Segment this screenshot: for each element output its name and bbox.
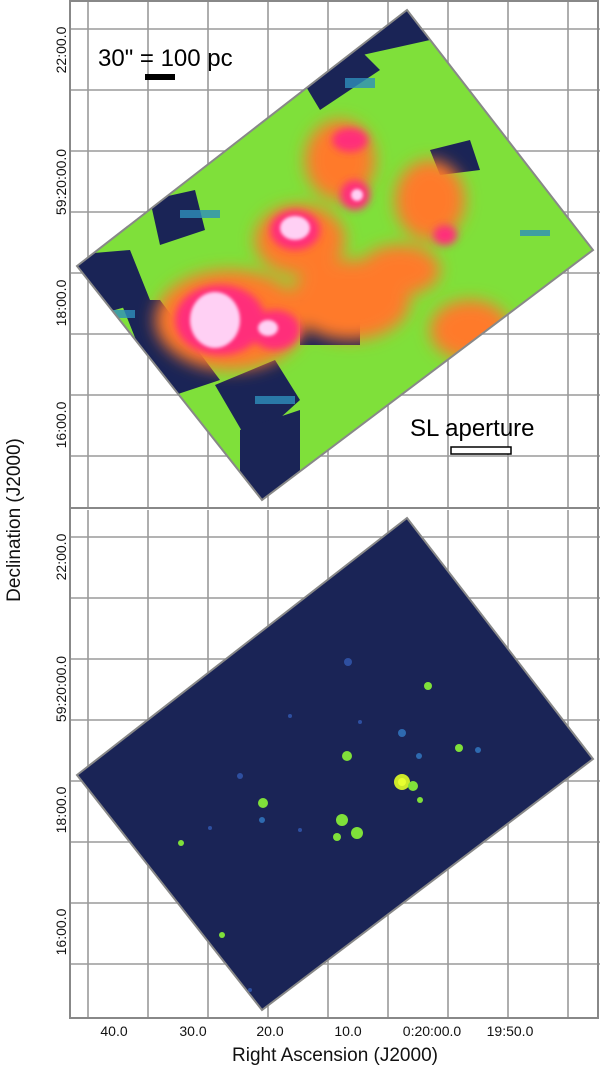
xtick-6: 19:50.0 bbox=[487, 1023, 534, 1039]
aperture-label: SL aperture bbox=[410, 415, 535, 442]
top-peak-knots bbox=[190, 189, 363, 348]
aperture-box bbox=[450, 446, 512, 455]
bottom-panel: 22:00.0 59:20:00.0 18:00.0 16:00.0 bbox=[53, 510, 600, 1018]
top-footprint-outline bbox=[75, 8, 595, 502]
xtick-2: 30.0 bbox=[179, 1023, 206, 1039]
bottom-ytick-1: 22:00.0 bbox=[53, 533, 69, 580]
bottom-ytick-2: 59:20:00.0 bbox=[53, 656, 69, 722]
bottom-emission-map bbox=[77, 518, 593, 1010]
top-panel: 30" = 100 pc SL aperture 22:00.0 59:20:0… bbox=[0, 0, 600, 508]
y-axis-title: Declination (J2000) bbox=[4, 438, 25, 602]
top-ytick-2: 59:20:00.0 bbox=[53, 149, 69, 215]
top-ytick-1: 22:00.0 bbox=[53, 26, 69, 73]
xtick-1: 40.0 bbox=[100, 1023, 127, 1039]
scale-bar bbox=[145, 74, 175, 80]
top-ytick-3: 18:00.0 bbox=[53, 279, 69, 326]
x-tick-labels: 40.0 30.0 20.0 10.0 0:20:00.0 19:50.0 bbox=[100, 1023, 533, 1039]
top-ytick-4: 16:00.0 bbox=[53, 401, 69, 448]
bottom-point-sources bbox=[178, 658, 481, 992]
bottom-ytick-3: 18:00.0 bbox=[53, 786, 69, 833]
xtick-5: 0:20:00.0 bbox=[403, 1023, 462, 1039]
bottom-footprint-outline bbox=[75, 516, 595, 1012]
xtick-3: 20.0 bbox=[256, 1023, 283, 1039]
xtick-4: 10.0 bbox=[334, 1023, 361, 1039]
scale-bar-label: 30" = 100 pc bbox=[98, 45, 233, 72]
x-axis-title: Right Ascension (J2000) bbox=[232, 1045, 438, 1066]
bottom-ytick-4: 16:00.0 bbox=[53, 908, 69, 955]
plot-frame bbox=[69, 0, 599, 1019]
